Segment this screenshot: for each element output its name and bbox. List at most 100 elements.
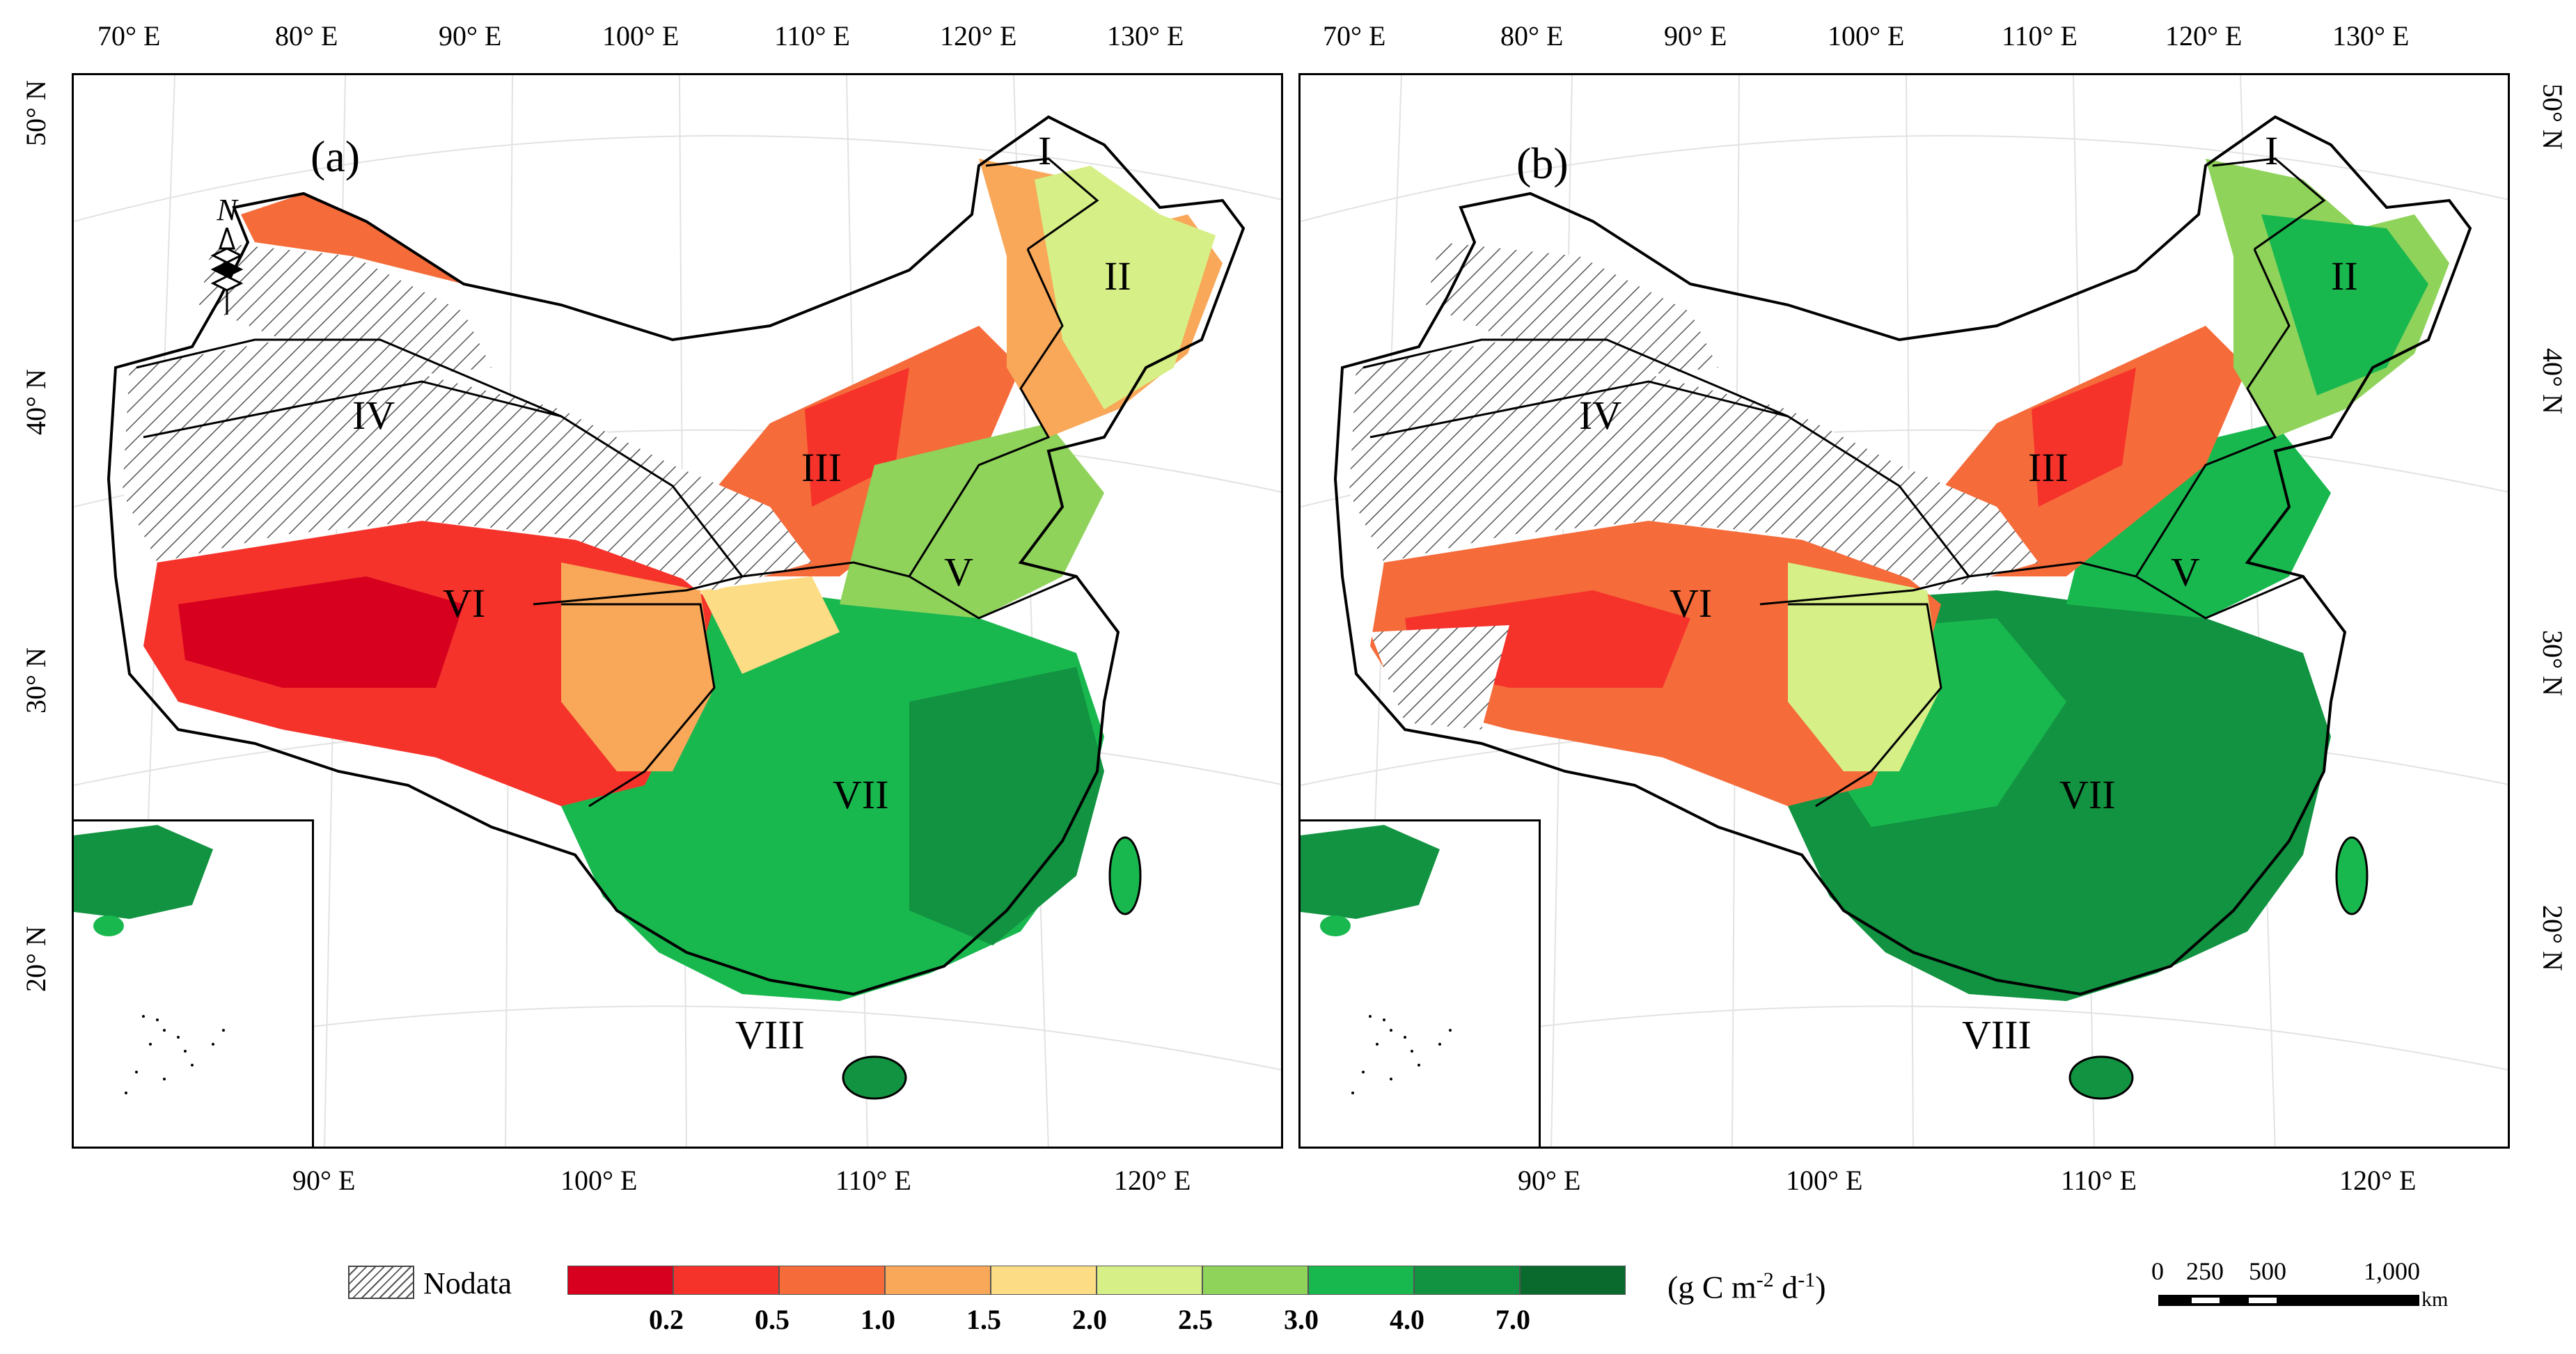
- legend-unit: (g C m-2 d-1): [1667, 1268, 1826, 1305]
- zone-darkred-tibet: [178, 576, 464, 688]
- legend-break-5: 2.5: [1178, 1304, 1213, 1335]
- legend-swatch-5: [1097, 1266, 1202, 1295]
- panel-label-a: (a): [311, 132, 361, 181]
- zone-yellow-central: [700, 576, 840, 674]
- nodata-swatch: [348, 1266, 414, 1299]
- legend-break-2: 1.0: [861, 1304, 895, 1335]
- zone-lightgreen-east: [840, 423, 1104, 618]
- region-label-a-V: V: [944, 549, 973, 595]
- region-label-a-VI: VI: [443, 581, 486, 626]
- tick-top-90: 90° E: [439, 20, 502, 52]
- tick-top-110: 110° E: [774, 20, 850, 52]
- tick-top-b-70: 70° E: [1323, 20, 1386, 52]
- scale-label-0: 0: [2151, 1257, 2164, 1285]
- zone-nodata-xinjiang-b: [1426, 242, 1718, 375]
- legend-break-6: 3.0: [1284, 1304, 1319, 1335]
- tick-bottom-110: 110° E: [835, 1165, 911, 1196]
- legend-break-3: 1.5: [966, 1304, 1001, 1335]
- zone-nodata-xinjiang: [199, 242, 492, 375]
- region-label-a-IV: IV: [352, 393, 395, 438]
- tick-bottom-90: 90° E: [292, 1165, 356, 1196]
- tick-top-70: 70° E: [97, 20, 161, 52]
- map-panel-a: (a) N I II III IV V VI VII VIII: [72, 73, 1283, 1149]
- inset-map-a: [74, 819, 314, 1147]
- legend-swatch-0: [567, 1266, 673, 1295]
- region-label-b-VII: VII: [2059, 772, 2116, 817]
- zone-green2-ne-b: [2261, 214, 2428, 395]
- tick-bottom-b-100: 100° E: [1786, 1165, 1863, 1196]
- panel-label-b: (b): [1516, 139, 1569, 188]
- scale-unit: km: [2421, 1288, 2449, 1311]
- legend-swatch-6: [1202, 1266, 1308, 1295]
- map-a-graphic: [74, 75, 1281, 1147]
- tick-left-20: 20° N: [20, 926, 52, 992]
- legend-swatch-3: [885, 1266, 991, 1295]
- tick-bottom-b-110: 110° E: [2061, 1165, 2137, 1196]
- scale-label-250: 250: [2186, 1257, 2224, 1285]
- map-panel-b: (b) I II III IV V VI VII VIII: [1298, 73, 2510, 1149]
- legend-break-8: 7.0: [1495, 1304, 1530, 1335]
- zone-red-north: [805, 368, 909, 507]
- legend-swatch-2: [779, 1266, 885, 1295]
- tick-right-50: 50° N: [2537, 84, 2568, 150]
- zone-yellowgreen-ne: [1035, 166, 1216, 409]
- north-arrow-label: N: [217, 193, 237, 227]
- region-label-b-IV: IV: [1579, 393, 1622, 438]
- region-label-b-III: III: [2028, 445, 2068, 490]
- region-label-b-I: I: [2265, 128, 2279, 173]
- legend-break-1: 0.5: [755, 1304, 790, 1335]
- tick-right-30: 30° N: [2537, 630, 2568, 696]
- region-label-a-I: I: [1038, 128, 1052, 173]
- scale-label-1000: 1,000: [2364, 1257, 2420, 1285]
- zone-nodata-tarim-b: [1349, 340, 2039, 590]
- tick-bottom-b-90: 90° E: [1518, 1165, 1581, 1196]
- china-outline-a: [107, 115, 1246, 996]
- zone-orange-xinjiang: [241, 194, 464, 284]
- zone-green-dark-se: [909, 667, 1104, 945]
- tick-top-b-80: 80° E: [1500, 20, 1564, 52]
- legend-swatch-9: [1520, 1266, 1626, 1295]
- region-label-b-VI: VI: [1670, 581, 1713, 626]
- tick-top-b-100: 100° E: [1828, 20, 1905, 52]
- tick-right-20: 20° N: [2537, 905, 2568, 971]
- legend-break-4: 2.0: [1072, 1304, 1107, 1335]
- tick-top-b-90: 90° E: [1664, 20, 1727, 52]
- tick-top-80: 80° E: [275, 20, 338, 52]
- legend-swatch-4: [991, 1266, 1097, 1295]
- region-label-b-II: II: [2331, 253, 2358, 299]
- zone-yellow-central-b: [1788, 562, 1941, 771]
- tick-top-130: 130° E: [1107, 20, 1184, 52]
- region-label-a-VII: VII: [833, 772, 889, 817]
- tick-right-40: 40° N: [2537, 348, 2568, 414]
- zone-orange-east-tibet: [561, 562, 714, 771]
- tick-top-b-110: 110° E: [2002, 20, 2078, 52]
- tick-left-50: 50° N: [20, 80, 52, 146]
- legend-swatch-8: [1414, 1266, 1520, 1295]
- legend-break-7: 4.0: [1390, 1304, 1424, 1335]
- zone-red-north-b: [2032, 368, 2136, 507]
- legend-break-0: 0.2: [649, 1304, 684, 1335]
- region-label-b-VIII: VIII: [1962, 1012, 2032, 1057]
- region-label-a-II: II: [1104, 253, 1131, 299]
- tick-bottom-120: 120° E: [1114, 1165, 1191, 1196]
- inset-map-b: [1301, 819, 1541, 1147]
- zone-nodata-tibet-b: [1370, 625, 1509, 730]
- north-arrow-a: N: [206, 192, 248, 322]
- scale-label-500: 500: [2249, 1257, 2286, 1285]
- tick-top-120: 120° E: [940, 20, 1017, 52]
- legend-swatch-1: [673, 1266, 779, 1295]
- region-label-b-V: V: [2171, 549, 2200, 595]
- north-arrow-icon: [210, 224, 244, 315]
- zone-nodata-tarim: [123, 340, 812, 590]
- china-outline-b: [1333, 115, 2472, 996]
- tick-bottom-b-120: 120° E: [2339, 1165, 2417, 1196]
- tick-top-b-130: 130° E: [2332, 20, 2410, 52]
- tick-left-30: 30° N: [20, 647, 52, 714]
- tick-top-b-120: 120° E: [2165, 20, 2243, 52]
- region-label-a-VIII: VIII: [735, 1012, 805, 1057]
- tick-left-40: 40° N: [20, 369, 52, 435]
- map-b-graphic: [1301, 75, 2508, 1147]
- tick-bottom-100: 100° E: [560, 1165, 638, 1196]
- region-label-a-III: III: [801, 445, 842, 490]
- tick-top-100: 100° E: [602, 20, 680, 52]
